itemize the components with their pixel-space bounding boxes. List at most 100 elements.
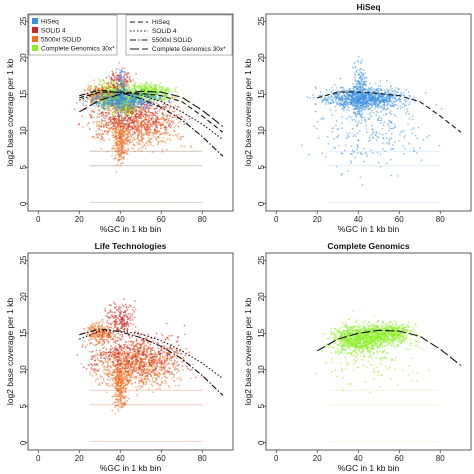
data-point bbox=[102, 88, 105, 90]
data-point bbox=[161, 148, 164, 151]
data-point bbox=[130, 100, 133, 103]
data-point bbox=[117, 123, 120, 125]
data-point bbox=[155, 97, 157, 99]
data-point bbox=[172, 90, 175, 92]
data-point bbox=[360, 75, 362, 77]
data-point bbox=[92, 79, 95, 82]
data-point bbox=[124, 109, 126, 112]
data-point bbox=[124, 140, 127, 143]
data-point bbox=[359, 102, 362, 105]
y-tick-label: 10 bbox=[19, 126, 28, 135]
data-point bbox=[110, 81, 113, 84]
data-point bbox=[144, 147, 147, 150]
data-point bbox=[117, 148, 119, 150]
data-point bbox=[403, 105, 406, 107]
data-point bbox=[347, 89, 350, 92]
data-point bbox=[108, 138, 111, 141]
data-point bbox=[88, 98, 90, 101]
data-point bbox=[177, 133, 180, 135]
data-point bbox=[168, 117, 170, 120]
data-point bbox=[363, 76, 365, 78]
data-point bbox=[100, 122, 103, 125]
data-point bbox=[155, 119, 157, 121]
data-point bbox=[148, 134, 151, 137]
data-point bbox=[141, 85, 144, 88]
data-point bbox=[135, 117, 138, 120]
data-point bbox=[141, 120, 144, 123]
data-point bbox=[147, 118, 150, 120]
data-point bbox=[354, 97, 357, 100]
data-point bbox=[123, 77, 126, 79]
data-point bbox=[133, 127, 135, 130]
data-point bbox=[173, 87, 176, 90]
data-point bbox=[108, 78, 111, 80]
data-point bbox=[181, 116, 183, 118]
data-point bbox=[118, 129, 121, 132]
data-point bbox=[360, 62, 363, 65]
scatter-points bbox=[300, 55, 443, 203]
data-point bbox=[183, 123, 186, 125]
data-point bbox=[93, 89, 96, 91]
data-point bbox=[129, 117, 132, 119]
data-point bbox=[183, 118, 186, 121]
data-point bbox=[113, 158, 116, 160]
x-tick-label: 0 bbox=[36, 215, 41, 224]
data-point bbox=[103, 120, 106, 122]
data-point bbox=[169, 107, 171, 110]
data-point bbox=[155, 112, 157, 115]
data-point bbox=[365, 107, 367, 109]
data-point bbox=[364, 72, 367, 74]
data-point bbox=[126, 152, 128, 155]
data-point bbox=[155, 132, 158, 135]
data-point bbox=[95, 96, 98, 99]
data-point bbox=[122, 70, 125, 73]
data-point bbox=[126, 98, 129, 101]
data-point bbox=[149, 131, 151, 134]
data-point bbox=[112, 107, 115, 110]
data-point bbox=[114, 81, 117, 84]
data-point bbox=[140, 103, 142, 106]
data-point bbox=[154, 136, 156, 139]
data-point bbox=[105, 76, 108, 79]
data-point bbox=[104, 117, 107, 120]
data-point bbox=[161, 89, 164, 92]
data-point bbox=[167, 90, 170, 93]
data-point bbox=[364, 100, 366, 102]
data-point bbox=[398, 100, 401, 103]
data-point bbox=[130, 110, 132, 113]
data-point bbox=[132, 82, 135, 84]
data-point bbox=[122, 157, 125, 159]
data-point bbox=[373, 96, 376, 99]
data-point bbox=[176, 135, 179, 137]
data-point bbox=[169, 114, 171, 117]
data-point bbox=[134, 115, 137, 118]
data-point bbox=[152, 135, 154, 137]
data-point bbox=[371, 89, 374, 91]
data-point bbox=[110, 127, 113, 129]
data-point bbox=[383, 107, 386, 110]
legend-label: Complete Genomics 30x* bbox=[41, 46, 115, 53]
data-point bbox=[123, 116, 126, 118]
data-point bbox=[391, 88, 393, 90]
data-point bbox=[102, 116, 105, 119]
data-point bbox=[356, 59, 359, 62]
data-point bbox=[135, 98, 138, 101]
data-point bbox=[360, 98, 362, 101]
data-point bbox=[144, 110, 146, 112]
data-point bbox=[335, 87, 338, 89]
data-point bbox=[97, 95, 100, 97]
data-point bbox=[174, 90, 177, 93]
data-point bbox=[332, 101, 335, 104]
data-point bbox=[127, 96, 130, 99]
data-point bbox=[365, 88, 368, 91]
data-point bbox=[111, 131, 113, 134]
data-point bbox=[122, 98, 125, 101]
data-point bbox=[147, 109, 150, 111]
data-point bbox=[126, 76, 128, 79]
data-point bbox=[98, 109, 101, 112]
data-point bbox=[171, 100, 173, 103]
data-point bbox=[156, 116, 158, 119]
data-point bbox=[346, 98, 348, 101]
data-point bbox=[133, 103, 135, 106]
data-point bbox=[118, 131, 121, 134]
